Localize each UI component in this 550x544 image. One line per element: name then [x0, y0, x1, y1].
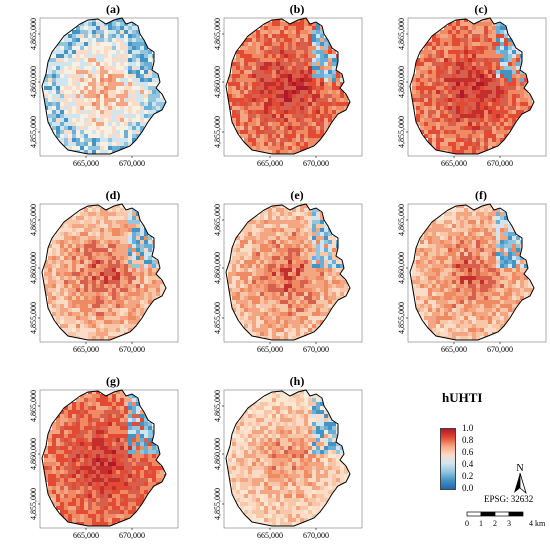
map-panel: 4,865,000 4,860,000 4,855,000 665,000 670,00… — [2, 374, 180, 544]
y-tick-label: 4,855,000 — [29, 116, 38, 148]
legend-tick-label: 0.2 — [462, 471, 473, 481]
panel-label: (e) — [208, 188, 386, 202]
y-tick-label: 4,860,000 — [397, 66, 406, 98]
y-tick-label: 4,865,000 — [397, 204, 406, 236]
scale-tick-label: 4 km — [529, 519, 546, 528]
map-graphic: 4,865,000 4,860,000 4,855,000 665,000 670,00… — [2, 188, 180, 358]
legend-tick-label: 0.0 — [462, 483, 473, 493]
y-tick-label: 4,855,000 — [397, 302, 406, 334]
map-panel: 4,865,000 4,860,000 4,855,000 665,000 670,00… — [186, 2, 364, 172]
map-graphic: 4,865,000 4,860,000 4,855,000 665,000 670,00… — [2, 374, 180, 544]
map-graphic: 4,865,000 4,860,000 4,855,000 665,000 670,00… — [186, 2, 364, 172]
y-tick-label: 4,855,000 — [213, 302, 222, 334]
x-tick-label: 665,000 — [441, 345, 467, 354]
x-tick-label: 665,000 — [73, 159, 99, 168]
panel-label: (a) — [24, 2, 202, 16]
scale-bar-graphic: 0 1 2 3 4 km — [462, 510, 550, 540]
crs-label: EPSG: 32632 — [484, 494, 533, 504]
x-tick-label: 665,000 — [257, 159, 283, 168]
legend-colorbar — [440, 428, 456, 490]
north-label: N — [516, 463, 523, 474]
x-tick-label: 670,000 — [303, 345, 329, 354]
legend-tick-label: 0.8 — [462, 435, 473, 445]
y-tick-label: 4,865,000 — [213, 204, 222, 236]
x-tick-label: 670,000 — [119, 159, 145, 168]
scale-tick-label: 1 — [479, 519, 483, 528]
scale-tick-label: 2 — [493, 519, 497, 528]
scale-bar: 0 1 2 3 4 km — [462, 510, 550, 540]
panel-label: (h) — [208, 374, 386, 388]
panel-label: (b) — [208, 2, 386, 16]
y-tick-label: 4,865,000 — [29, 18, 38, 50]
legend-tick-label: 1.0 — [462, 423, 473, 433]
y-tick-label: 4,860,000 — [213, 66, 222, 98]
scale-tick-label: 0 — [465, 519, 469, 528]
y-tick-label: 4,855,000 — [29, 302, 38, 334]
map-graphic: 4,865,000 4,860,000 4,855,000 665,000 670,00… — [2, 2, 180, 172]
panel-label: (c) — [392, 2, 550, 16]
map-graphic: 4,865,000 4,860,000 4,855,000 665,000 670,00… — [186, 188, 364, 358]
x-tick-label: 665,000 — [73, 531, 99, 540]
y-tick-label: 4,865,000 — [213, 390, 222, 422]
x-tick-label: 665,000 — [257, 531, 283, 540]
y-tick-label: 4,865,000 — [29, 204, 38, 236]
y-tick-label: 4,865,000 — [213, 18, 222, 50]
panel-label: (f) — [392, 188, 550, 202]
y-tick-label: 4,865,000 — [29, 390, 38, 422]
panel-label: (d) — [24, 188, 202, 202]
map-panel: 4,865,000 4,860,000 4,855,000 665,000 670,00… — [370, 188, 548, 358]
map-panel: 4,865,000 4,860,000 4,855,000 665,000 670,00… — [370, 2, 548, 172]
map-panel: 4,865,000 4,860,000 4,855,000 665,000 670,00… — [186, 374, 364, 544]
north-arrow: N — [510, 462, 530, 496]
x-tick-label: 670,000 — [119, 531, 145, 540]
x-tick-label: 665,000 — [441, 159, 467, 168]
map-graphic: 4,865,000 4,860,000 4,855,000 665,000 670,00… — [370, 2, 548, 172]
panel-label: (g) — [24, 374, 202, 388]
x-tick-label: 670,000 — [119, 345, 145, 354]
y-tick-label: 4,860,000 — [213, 252, 222, 284]
x-tick-label: 665,000 — [257, 345, 283, 354]
y-tick-label: 4,865,000 — [397, 18, 406, 50]
x-tick-label: 670,000 — [487, 159, 513, 168]
y-tick-label: 4,855,000 — [213, 116, 222, 148]
x-tick-label: 670,000 — [303, 531, 329, 540]
legend-tick-label: 0.4 — [462, 459, 473, 469]
x-tick-label: 670,000 — [303, 159, 329, 168]
scale-tick-label: 3 — [507, 519, 511, 528]
map-panel: 4,865,000 4,860,000 4,855,000 665,000 670,00… — [2, 2, 180, 172]
y-tick-label: 4,860,000 — [213, 438, 222, 470]
y-tick-label: 4,855,000 — [213, 488, 222, 520]
map-panel: 4,865,000 4,860,000 4,855,000 665,000 670,00… — [2, 188, 180, 358]
map-graphic: 4,865,000 4,860,000 4,855,000 665,000 670,00… — [370, 188, 548, 358]
y-tick-label: 4,860,000 — [29, 438, 38, 470]
legend-title: hUHTI — [442, 390, 482, 406]
legend-tick-label: 0.6 — [462, 447, 473, 457]
map-graphic: 4,865,000 4,860,000 4,855,000 665,000 670,00… — [186, 374, 364, 544]
x-tick-label: 670,000 — [487, 345, 513, 354]
map-panel: 4,865,000 4,860,000 4,855,000 665,000 670,00… — [186, 188, 364, 358]
y-tick-label: 4,855,000 — [397, 116, 406, 148]
x-tick-label: 665,000 — [73, 345, 99, 354]
y-tick-label: 4,860,000 — [397, 252, 406, 284]
north-arrow-icon: N — [510, 462, 530, 496]
y-tick-label: 4,860,000 — [29, 66, 38, 98]
y-tick-label: 4,855,000 — [29, 488, 38, 520]
y-tick-label: 4,860,000 — [29, 252, 38, 284]
